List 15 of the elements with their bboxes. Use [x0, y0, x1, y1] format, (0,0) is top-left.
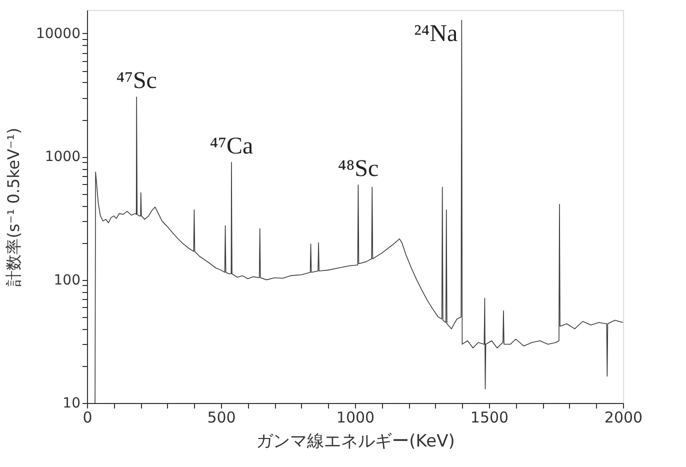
y-tick-label: 100	[54, 272, 80, 288]
x-tick-label: 500	[207, 408, 236, 426]
x-axis-title: ガンマ線エネルギー(KeV)	[256, 432, 455, 452]
annotation: ⁴⁷Sc	[116, 68, 157, 94]
y-tick-label: 10000	[36, 26, 80, 42]
annotation: ⁴⁸Sc	[338, 156, 379, 182]
x-tick-label: 2000	[604, 408, 643, 426]
x-tick-label: 1500	[470, 408, 509, 426]
annotation: ²⁴Na	[414, 21, 458, 48]
y-tick-label: 1000	[44, 149, 80, 166]
x-tick-label: 1000	[336, 408, 375, 426]
y-axis-title: 計数率(s⁻¹ 0.5keV⁻¹)	[4, 128, 23, 286]
annotation: ⁴⁷Ca	[210, 133, 254, 160]
x-tick-label: 0	[82, 408, 92, 426]
y-tick-label: 10	[62, 396, 80, 412]
